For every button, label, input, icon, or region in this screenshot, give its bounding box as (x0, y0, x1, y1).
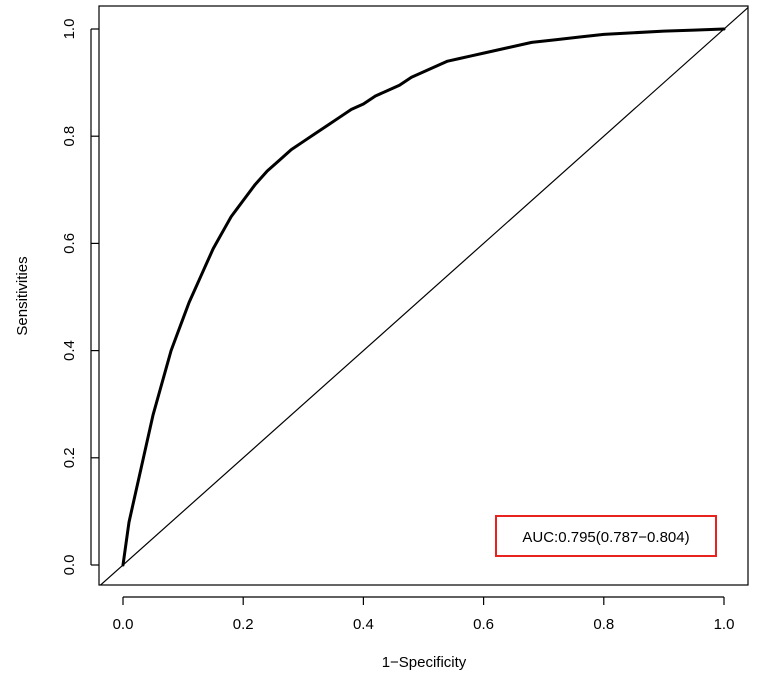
x-tick-label: 1.0 (714, 616, 735, 633)
roc-curve (121, 27, 726, 567)
auc-annotation-box (495, 515, 717, 557)
x-axis: 0.0 0.2 0.4 0.6 0.8 1.0 (113, 596, 735, 633)
x-tick-label: 0.2 (233, 616, 254, 633)
x-tick-label: 0.0 (113, 616, 134, 633)
auc-annotation: AUC:0.795(0.787−0.804) (495, 515, 717, 557)
y-axis-title: Sensitivities (14, 256, 31, 335)
y-tick-label: 0.4 (61, 340, 78, 361)
y-tick-label: 0.8 (61, 126, 78, 147)
x-tick-label: 0.6 (473, 616, 494, 633)
reference-diagonal-line (99, 7, 748, 585)
y-tick-label: 0.0 (61, 555, 78, 576)
auc-annotation-text: AUC:0.795(0.787−0.804) (522, 529, 689, 546)
y-tick-label: 0.2 (61, 447, 78, 468)
x-tick-label: 0.4 (353, 616, 374, 633)
x-axis-title: 1−Specificity (382, 654, 467, 671)
y-tick-label: 0.6 (61, 233, 78, 254)
plot-area-border (98, 5, 749, 586)
y-axis: 0.0 0.2 0.4 0.6 0.8 1.0 (61, 19, 99, 576)
x-tick-label: 0.8 (593, 616, 614, 633)
y-tick-label: 1.0 (61, 19, 78, 40)
